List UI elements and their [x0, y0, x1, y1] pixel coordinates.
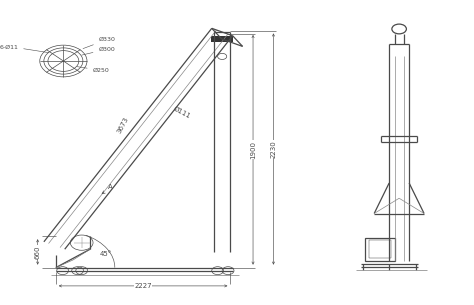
Text: 3673: 3673: [116, 116, 129, 135]
Text: Ø330: Ø330: [83, 37, 116, 48]
Bar: [211, 36, 233, 42]
Text: 6-Ø11: 6-Ø11: [0, 45, 18, 50]
Text: 660: 660: [35, 245, 41, 259]
Text: Ø300: Ø300: [82, 47, 115, 55]
Bar: [369, 240, 391, 258]
Text: Ø250: Ø250: [77, 66, 109, 73]
Text: 2230: 2230: [271, 140, 276, 158]
Text: A: A: [108, 184, 113, 189]
Text: Ø111: Ø111: [172, 106, 191, 120]
Text: 2227: 2227: [134, 283, 152, 289]
Text: 1900: 1900: [250, 141, 256, 159]
Bar: [365, 238, 394, 261]
Text: 45°: 45°: [100, 251, 112, 257]
